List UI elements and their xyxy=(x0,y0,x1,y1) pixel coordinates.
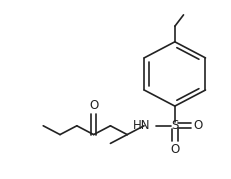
Text: O: O xyxy=(193,119,203,132)
Text: O: O xyxy=(89,99,98,112)
Text: HN: HN xyxy=(133,119,151,132)
Text: O: O xyxy=(170,143,179,156)
Text: S: S xyxy=(171,119,179,132)
